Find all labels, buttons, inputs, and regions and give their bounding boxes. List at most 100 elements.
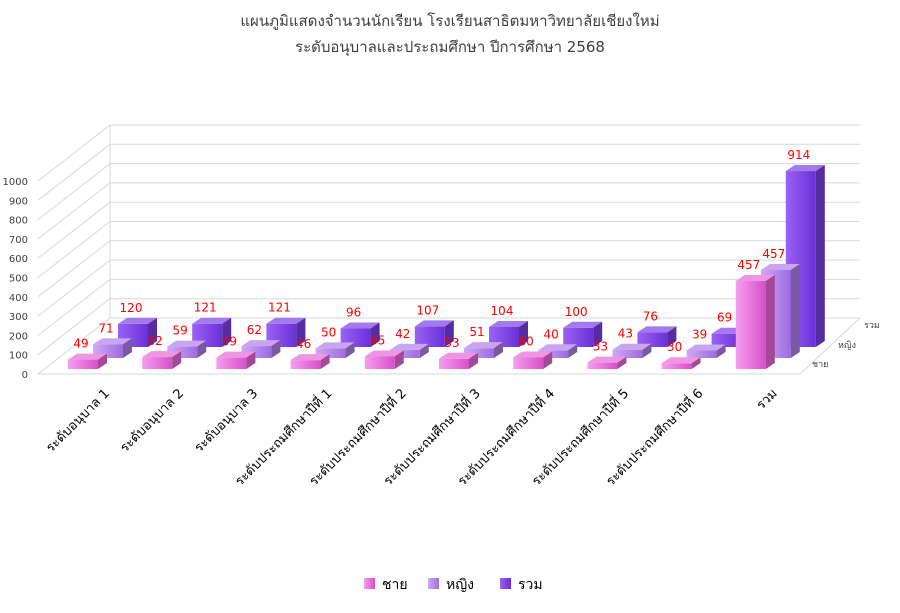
bar-front-face <box>389 349 420 358</box>
data-label: 40 <box>544 327 559 341</box>
gridline-left-wall <box>37 240 111 298</box>
y-tick-label: 800 <box>9 216 28 227</box>
y-tick-label: 1000 <box>3 177 28 188</box>
data-label: 65 <box>370 333 385 347</box>
data-label: 457 <box>762 247 785 261</box>
gridline-left-wall <box>37 124 111 182</box>
data-label: 53 <box>444 336 459 350</box>
bar-ชาย-7 <box>587 356 627 369</box>
bar-top-face <box>489 320 528 327</box>
bar-side-face <box>345 342 355 358</box>
bar-front-face <box>414 326 445 347</box>
data-label: 42 <box>395 327 410 341</box>
data-label: 104 <box>491 304 514 318</box>
bar-ชาย-0 <box>68 353 107 369</box>
bar-top-face <box>414 320 454 327</box>
data-label: 69 <box>717 311 732 325</box>
bar-front-face <box>538 350 569 358</box>
y-tick-label: 600 <box>9 254 28 265</box>
bar-หญิง-0 <box>93 338 132 358</box>
data-label: 50 <box>321 325 336 339</box>
bar-top-face <box>216 351 256 358</box>
y-tick-label: 0 <box>22 370 28 381</box>
bar-top-face <box>513 351 553 358</box>
bar-front-face <box>241 346 272 358</box>
bar-top-face <box>142 351 182 358</box>
bar-side-face <box>444 320 454 347</box>
bar-top-face <box>340 322 380 329</box>
bar-front-face <box>513 357 544 369</box>
y-tick-label: 100 <box>9 351 28 362</box>
x-category-label: ระดับอนุบาล 1 <box>43 386 112 455</box>
bar-หญิง-3 <box>315 342 355 358</box>
bar-top-face <box>735 275 775 282</box>
x-category-label: รวม <box>754 386 781 413</box>
bar-front-face <box>661 363 692 369</box>
data-label: 121 <box>194 301 217 315</box>
bar-รวม-4 <box>414 320 454 347</box>
bar-front-face <box>686 350 717 358</box>
bar-ชาย-6 <box>513 351 553 369</box>
gridline-left-wall <box>37 298 111 356</box>
gridline-left-wall <box>37 201 111 259</box>
bar-top-face <box>167 340 207 347</box>
data-label: 121 <box>268 301 291 315</box>
data-label: 51 <box>469 325 484 339</box>
legend: ชาย หญิง รวม <box>364 577 543 593</box>
bar-top-face <box>661 357 701 364</box>
bar-top-face <box>241 340 281 347</box>
legend-swatch-total <box>500 578 511 589</box>
data-label: 457 <box>737 258 760 272</box>
bar-side-face <box>469 352 478 369</box>
bar-รวม-6 <box>563 321 603 347</box>
bar-top-face <box>364 350 404 357</box>
data-labels: 120 121 121 96 107 104 100 76 69 914 71 59 62 50 42 51 4… <box>73 148 810 354</box>
y-tick-label: 200 <box>9 331 28 342</box>
bar-top-face <box>315 342 355 349</box>
bar-side-face <box>494 342 503 358</box>
bar-side-face <box>617 356 627 369</box>
bar-top-face <box>760 264 800 271</box>
bar-รวม-7 <box>637 326 677 347</box>
bar-side-face <box>296 317 306 347</box>
bar-top-face <box>439 352 478 359</box>
bar-side-face <box>815 165 825 347</box>
data-label: 33 <box>593 340 608 354</box>
data-label: 60 <box>519 334 534 348</box>
data-label: 46 <box>296 337 311 351</box>
legend-swatch-female <box>428 578 439 589</box>
bar-side-face <box>543 351 553 369</box>
bar-top-face <box>68 353 107 360</box>
bar-front-face <box>315 348 346 358</box>
bar-top-face <box>389 343 429 350</box>
bar-top-face <box>637 326 677 333</box>
legend-swatch-male <box>364 578 375 589</box>
y-tick-label: 300 <box>9 312 28 323</box>
gridline-left-wall <box>37 221 111 278</box>
bar-front-face <box>439 358 469 369</box>
bar-ชาย-4 <box>364 350 404 369</box>
x-category-label: ระดับอนุบาล 3 <box>192 386 261 455</box>
bar-front-face <box>711 333 742 347</box>
bar-side-face <box>172 351 182 369</box>
bar-side-face <box>271 340 281 358</box>
bar-front-face <box>68 359 98 369</box>
y-tick-label: 400 <box>9 293 28 304</box>
bar-side-face <box>593 321 603 347</box>
depth-axis-label: หญิง <box>838 340 856 351</box>
data-label: 100 <box>565 305 588 319</box>
legend-label-female: หญิง <box>446 577 474 593</box>
data-label: 43 <box>618 327 633 341</box>
bar-ชาย-5 <box>439 352 478 369</box>
bar-side-face <box>790 264 800 358</box>
data-label: 49 <box>73 337 88 351</box>
data-label: 62 <box>247 323 262 337</box>
bar-top-face <box>538 344 578 351</box>
bar-side-face <box>642 343 652 358</box>
y-tick-label: 700 <box>9 235 28 246</box>
bar-side-face <box>320 354 330 369</box>
x-category-label: ระดับอนุบาล 2 <box>118 386 187 455</box>
bar-side-face <box>765 275 775 369</box>
